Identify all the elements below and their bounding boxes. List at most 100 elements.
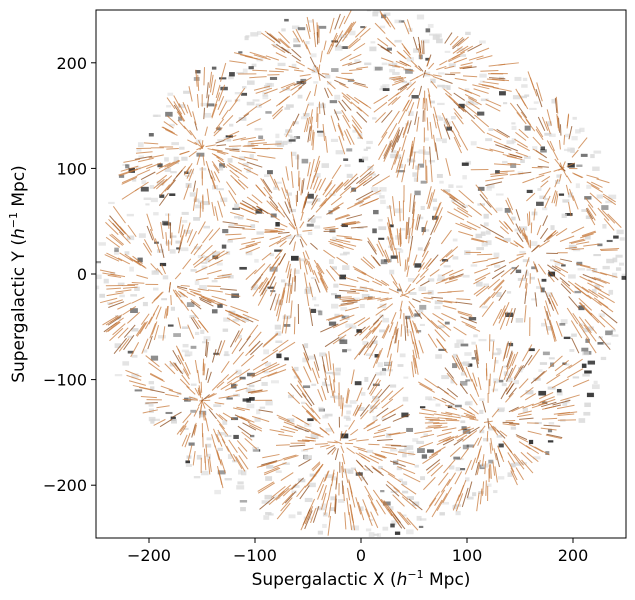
velocity-vector	[392, 326, 397, 339]
velocity-vector	[182, 398, 192, 401]
velocity-vector	[306, 16, 311, 33]
velocity-vector	[340, 445, 345, 453]
velocity-vector	[121, 175, 138, 184]
velocity-vector	[542, 187, 551, 200]
velocity-vector	[566, 175, 572, 184]
density-cell	[519, 95, 527, 99]
velocity-vector	[166, 147, 179, 150]
velocity-vector	[481, 301, 494, 318]
velocity-vector	[506, 350, 513, 368]
velocity-vector	[461, 415, 475, 420]
velocity-vector	[226, 181, 237, 196]
velocity-vector	[339, 185, 352, 197]
density-cell	[228, 223, 235, 227]
velocity-vector	[356, 111, 368, 123]
density-cell	[188, 442, 195, 446]
velocity-vector	[106, 252, 123, 262]
velocity-vector	[197, 369, 201, 384]
velocity-vector	[436, 431, 452, 437]
velocity-vector	[572, 172, 584, 178]
velocity-vector	[216, 381, 225, 389]
density-cell	[275, 222, 280, 227]
velocity-vector	[307, 214, 315, 222]
velocity-vector	[216, 340, 223, 356]
velocity-vector	[211, 79, 216, 96]
velocity-vector	[403, 68, 415, 72]
velocity-vector	[228, 99, 238, 112]
velocity-vector	[467, 430, 478, 438]
velocity-vector	[370, 399, 380, 410]
velocity-vector	[213, 428, 220, 443]
velocity-vector	[298, 82, 307, 90]
velocity-vector	[332, 334, 347, 345]
velocity-vector	[467, 204, 482, 216]
velocity-vector	[109, 327, 124, 342]
density-cell	[450, 199, 457, 203]
velocity-vector	[351, 115, 363, 130]
velocity-vector	[303, 117, 309, 133]
velocity-vector	[405, 283, 412, 293]
velocity-vector	[275, 96, 289, 107]
velocity-vector	[341, 92, 351, 101]
density-cell	[529, 241, 538, 247]
velocity-vector	[344, 468, 349, 483]
density-cell	[294, 136, 301, 139]
velocity-vector	[479, 488, 483, 505]
velocity-vector	[438, 436, 452, 442]
velocity-vector	[108, 301, 125, 308]
velocity-vector	[202, 155, 205, 166]
velocity-vector	[380, 57, 394, 63]
density-cell	[96, 274, 102, 280]
density-cell	[171, 142, 179, 146]
velocity-vector	[330, 383, 334, 397]
velocity-vector	[374, 22, 386, 34]
velocity-vector	[318, 177, 327, 191]
velocity-vector	[110, 317, 124, 328]
density-cell	[465, 379, 471, 382]
velocity-vector	[519, 417, 534, 420]
velocity-vector	[184, 432, 191, 448]
velocity-vector	[250, 390, 268, 394]
velocity-vector	[419, 412, 435, 416]
velocity-vector	[268, 364, 287, 373]
velocity-vector	[135, 163, 153, 171]
density-cell	[264, 362, 272, 367]
velocity-vector	[205, 444, 208, 457]
velocity-vector	[244, 156, 259, 161]
density-cell	[346, 410, 351, 415]
velocity-vector	[499, 311, 508, 330]
velocity-vector	[433, 215, 443, 233]
velocity-vector	[435, 207, 443, 224]
density-cell	[423, 433, 428, 437]
velocity-vector	[427, 333, 438, 348]
density-cell	[263, 349, 270, 355]
velocity-vector	[264, 229, 278, 232]
velocity-vector	[406, 517, 419, 531]
density-cell	[488, 459, 494, 464]
density-cell	[551, 98, 557, 104]
density-cell	[379, 187, 387, 192]
velocity-vector	[538, 240, 550, 248]
velocity-vector	[343, 130, 352, 145]
density-cell	[263, 515, 270, 520]
density-cell	[515, 318, 524, 323]
velocity-vector	[387, 473, 402, 483]
velocity-vector	[462, 66, 477, 70]
velocity-vector	[247, 421, 262, 430]
density-cell	[365, 353, 374, 357]
velocity-vector	[217, 159, 228, 169]
velocity-vector	[440, 188, 456, 200]
velocity-vector	[460, 407, 473, 415]
velocity-vector	[370, 501, 379, 516]
velocity-vector	[397, 511, 410, 526]
velocity-vector	[211, 176, 217, 189]
velocity-vector	[302, 251, 308, 265]
density-cell	[578, 305, 585, 311]
density-cell	[468, 317, 477, 321]
velocity-vector	[184, 361, 191, 375]
velocity-vector	[527, 348, 541, 366]
velocity-vector	[388, 64, 400, 68]
velocity-vector	[341, 299, 356, 302]
velocity-vector	[441, 269, 454, 277]
density-cell	[378, 226, 387, 231]
